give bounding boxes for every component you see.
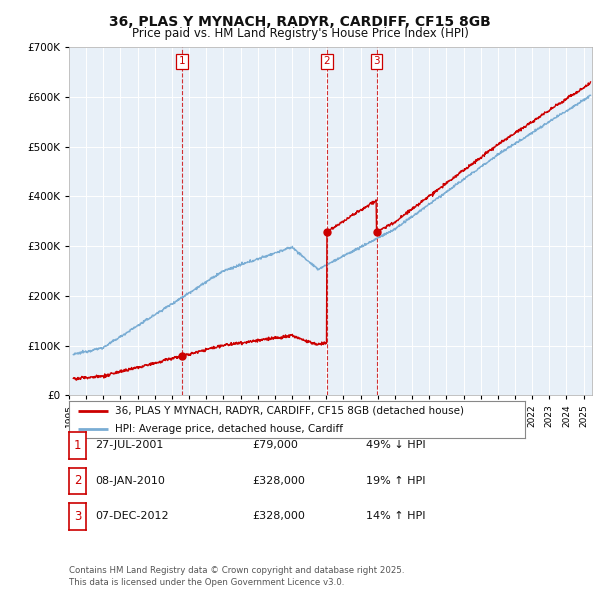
Text: 36, PLAS Y MYNACH, RADYR, CARDIFF, CF15 8GB: 36, PLAS Y MYNACH, RADYR, CARDIFF, CF15 …	[109, 15, 491, 29]
Text: 36, PLAS Y MYNACH, RADYR, CARDIFF, CF15 8GB (detached house): 36, PLAS Y MYNACH, RADYR, CARDIFF, CF15 …	[115, 406, 464, 415]
Text: 2: 2	[323, 56, 330, 66]
Text: 07-DEC-2012: 07-DEC-2012	[95, 512, 169, 521]
Text: HPI: Average price, detached house, Cardiff: HPI: Average price, detached house, Card…	[115, 424, 343, 434]
Text: 3: 3	[74, 510, 81, 523]
Text: 08-JAN-2010: 08-JAN-2010	[95, 476, 164, 486]
Text: 14% ↑ HPI: 14% ↑ HPI	[366, 512, 425, 521]
Text: 27-JUL-2001: 27-JUL-2001	[95, 441, 163, 450]
Text: 1: 1	[74, 439, 81, 452]
Text: £328,000: £328,000	[252, 476, 305, 486]
Text: Price paid vs. HM Land Registry's House Price Index (HPI): Price paid vs. HM Land Registry's House …	[131, 27, 469, 40]
Text: Contains HM Land Registry data © Crown copyright and database right 2025.
This d: Contains HM Land Registry data © Crown c…	[69, 566, 404, 587]
Text: £79,000: £79,000	[252, 441, 298, 450]
Text: 19% ↑ HPI: 19% ↑ HPI	[366, 476, 425, 486]
Text: 49% ↓ HPI: 49% ↓ HPI	[366, 441, 425, 450]
Text: £328,000: £328,000	[252, 512, 305, 521]
Text: 2: 2	[74, 474, 81, 487]
Text: 1: 1	[178, 56, 185, 66]
Text: 3: 3	[373, 56, 380, 66]
